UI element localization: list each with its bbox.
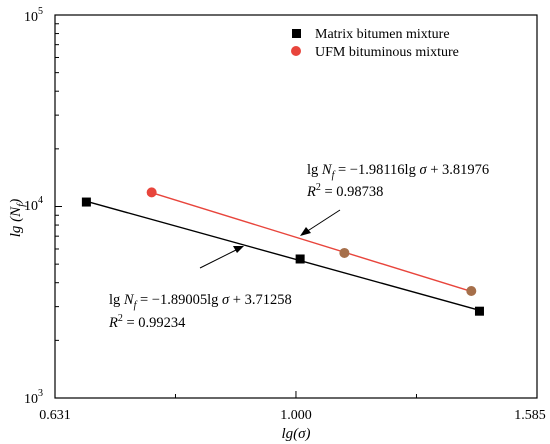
equation-ufm: lg Nf = −1.98116lg σ + 3.81976 bbox=[307, 162, 489, 181]
point-matrix bbox=[295, 254, 305, 264]
x-tick-label-0631: 0.631 bbox=[39, 408, 71, 423]
y-tick-label-4: 104 bbox=[24, 195, 43, 214]
y-axis-title: lg (Nf) bbox=[8, 199, 27, 237]
r2-matrix: R2 = 0.99234 bbox=[108, 313, 186, 331]
fit-lines bbox=[86, 192, 480, 311]
arrow-matrix bbox=[199, 246, 244, 269]
x-tick-label-1585: 1.585 bbox=[514, 408, 546, 423]
arrow-ufm bbox=[300, 209, 341, 236]
legend-marker-ufm bbox=[291, 46, 301, 56]
legend-marker-matrix bbox=[292, 29, 301, 38]
y-tick-label-3: 103 bbox=[24, 388, 43, 407]
fit-line-matrix bbox=[86, 200, 480, 311]
legend-label-matrix: Matrix bitumen mixture bbox=[315, 27, 450, 42]
plot-frame bbox=[54, 14, 538, 399]
point-ufm bbox=[339, 247, 350, 258]
x-axis-title: lg(σ) bbox=[281, 426, 310, 442]
x-tick-label-1000: 1.000 bbox=[280, 408, 312, 423]
legend-label-ufm: UFM bituminous mixture bbox=[315, 45, 459, 60]
legend: Matrix bitumen mixture UFM bituminous mi… bbox=[291, 27, 459, 60]
data-points bbox=[81, 187, 484, 316]
axis-ticks bbox=[54, 14, 538, 399]
point-ufm bbox=[466, 286, 477, 297]
r2-ufm: R2 = 0.98738 bbox=[306, 182, 383, 200]
point-ufm bbox=[146, 187, 157, 198]
fit-line-ufm bbox=[151, 192, 472, 293]
equation-matrix: lg Nf = −1.89005lg σ + 3.71258 bbox=[109, 292, 292, 311]
point-matrix bbox=[474, 306, 484, 316]
y-tick-label-5: 105 bbox=[24, 6, 43, 25]
point-matrix bbox=[81, 197, 91, 207]
